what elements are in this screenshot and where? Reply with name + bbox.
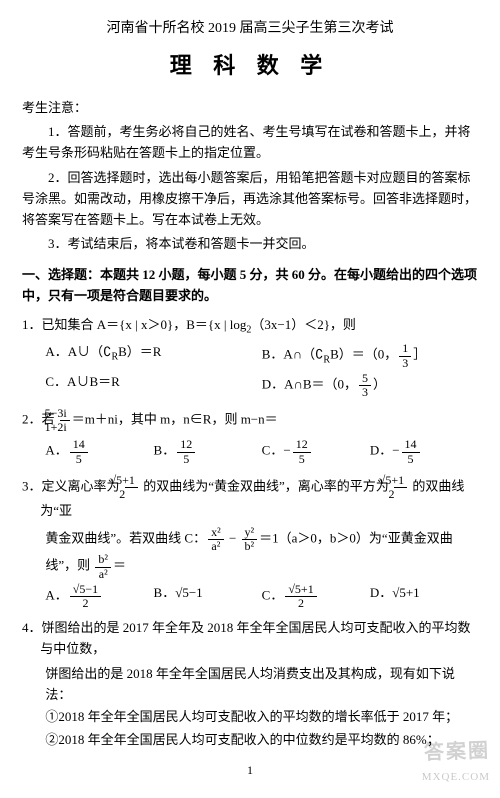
- q3-hxn: x²: [208, 526, 224, 540]
- q2-post: ＝m＋ni，其中 m，n∈R，则 m−n＝: [72, 412, 278, 427]
- exam-header: 河南省十所名校 2019 届高三尖子生第三次考试: [22, 18, 478, 40]
- notice-label: 考生注意：: [22, 98, 478, 119]
- q1-a-pre: A．A∪（∁: [45, 344, 111, 359]
- q2-opt-d: D．−145: [370, 438, 478, 465]
- q1-opt-d: D．A∩B＝（0，53）: [262, 372, 478, 399]
- section-1-title: 一、选择题：本题共 12 小题，每小题 5 分，共 60 分。在每小题给出的四个…: [22, 265, 478, 307]
- q1-b-tail: ］: [413, 347, 426, 362]
- q3-l2a: 黄金双曲线”。若双曲线 C：: [45, 531, 206, 546]
- q1-stem-pre: 1．已知集合 A＝{x | x＞0}，B＝{x | log: [22, 317, 246, 332]
- q3-e2n: √5+1: [394, 474, 407, 488]
- q3-opt-a: A．√5−12: [45, 583, 153, 610]
- q3-c-pre: C．: [262, 587, 284, 602]
- q1-d-tail: ）: [373, 376, 386, 391]
- q3-hyd: b²: [242, 540, 258, 553]
- q2-opt-c: C．−125: [262, 438, 370, 465]
- exam-title: 理 科 数 学: [22, 48, 478, 83]
- q3-opt-d: D．√5+1: [370, 583, 478, 610]
- q3-opt-c: C．√5+12: [262, 583, 370, 610]
- q3-ad: 2: [70, 597, 101, 610]
- q1-d-pre: D．A∩B＝（0，: [262, 376, 357, 391]
- q3-a: 3．定义离心率为: [22, 479, 123, 494]
- q4-stem1: 4．饼图给出的是 2017 年全年及 2018 年全年全国居民人均可支配收入的平…: [22, 618, 478, 660]
- q2-a-n: 14: [70, 438, 88, 452]
- q1-d-den: 3: [359, 386, 371, 399]
- q1-b-pre: B．A∩（∁: [262, 347, 324, 362]
- notice-1: 1．答题前，考生务必将自己的姓名、考生号填写在试卷和答题卡上，并将考生号条形码粘…: [22, 122, 478, 164]
- q3-b: 的双曲线为“黄金双曲线”，离心率的平方为: [140, 479, 392, 494]
- page-number: 1: [22, 761, 478, 780]
- q1-b-post: B）＝（0，: [330, 347, 397, 362]
- q2-b-pre: B．: [154, 443, 176, 458]
- notice-2: 2．回答选择题时，选出每小题答案后，用铅笔把答题卡对应题目的答案标号涂黑。如需改…: [22, 168, 478, 230]
- q2-d-n: 14: [402, 438, 420, 452]
- q1-opt-a: A．A∪（∁RB）＝R: [45, 342, 261, 369]
- q2-c-n: 12: [293, 438, 311, 452]
- q2-den: 1+2i: [60, 421, 70, 434]
- q3-a-pre: A．: [45, 587, 67, 602]
- question-3: 3．定义离心率为 √5+12 的双曲线为“黄金双曲线”，离心率的平方为 √5+1…: [22, 474, 478, 612]
- notice-3: 3．考试结束后，将本试卷和答题卡一并交回。: [22, 234, 478, 255]
- q2-c-d: 5: [293, 453, 311, 466]
- q1-opt-c: C．A∪B＝R: [45, 372, 261, 399]
- q2-d-pre: D．−: [370, 443, 400, 458]
- q3-l2c: ＝: [113, 558, 126, 573]
- question-1: 1．已知集合 A＝{x | x＞0}，B＝{x | log2（3x−1）＜2}，…: [22, 315, 478, 401]
- q3-an: √5−1: [70, 583, 101, 597]
- q3-minus: −: [226, 531, 240, 546]
- q2-num: 5−3i: [60, 407, 70, 421]
- q2-b-n: 12: [177, 438, 195, 452]
- q3-rd: a²: [95, 568, 111, 581]
- q1-b-den: 3: [399, 357, 411, 370]
- q2-d-d: 5: [402, 453, 420, 466]
- q2-opt-b: B．125: [154, 438, 262, 465]
- q1-opt-b: B．A∩（∁RB）＝（0，13］: [262, 342, 478, 369]
- q2-c-pre: C．−: [262, 443, 291, 458]
- q3-cd: 2: [285, 597, 316, 610]
- q3-hxd: a²: [208, 540, 224, 553]
- q3-cn: √5+1: [285, 583, 316, 597]
- q2-b-d: 5: [177, 453, 195, 466]
- q1-stem-suf: （3x−1）＜2}，则: [251, 317, 356, 332]
- q1-a-post: B）＝R: [118, 344, 161, 359]
- q3-opt-b: B．√5−1: [154, 583, 262, 610]
- q3-e2d: 2: [394, 488, 407, 501]
- q1-b-num: 1: [399, 342, 411, 356]
- question-2: 2．若 5−3i1+2i＝m＋ni，其中 m，n∈R，则 m−n＝ A．145 …: [22, 407, 478, 468]
- q3-e1d: 2: [125, 488, 138, 501]
- q3-hyn: y²: [242, 526, 258, 540]
- q1-d-num: 5: [359, 372, 371, 386]
- q3-e1n: √5+1: [125, 474, 138, 488]
- q4-s1: ①2018 年全年全国居民人均可支配收入的平均数的增长率低于 2017 年；: [22, 707, 478, 728]
- question-4: 4．饼图给出的是 2017 年全年及 2018 年全年全国居民人均可支配收入的平…: [22, 618, 478, 751]
- q2-opt-a: A．145: [45, 438, 153, 465]
- q4-s2: ②2018 年全年全国居民人均可支配收入的中位数约是平均数的 86%；: [22, 730, 478, 751]
- q2-a-d: 5: [70, 453, 88, 466]
- q4-stem2: 饼图给出的是 2018 年全年全国居民人均消费支出及其构成，现有如下说法：: [22, 664, 478, 706]
- q2-a-pre: A．: [45, 443, 67, 458]
- q3-rn: b²: [95, 553, 111, 567]
